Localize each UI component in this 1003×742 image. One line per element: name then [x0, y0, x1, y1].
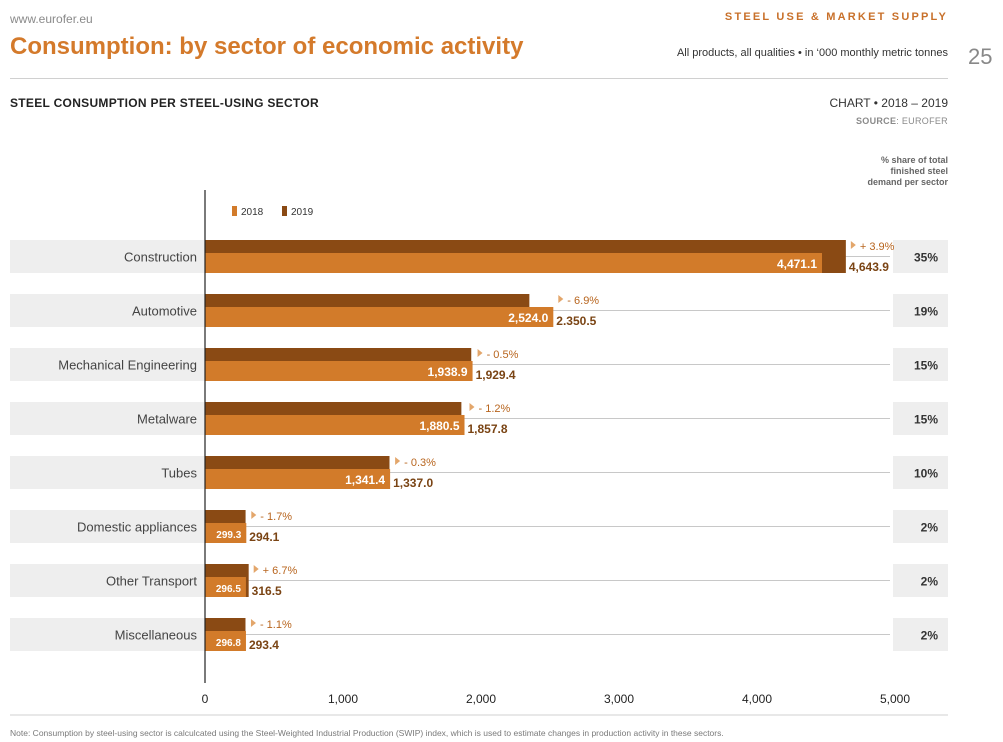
value-label-2019: 1,337.0 — [393, 476, 433, 490]
value-label-2019: 294.1 — [249, 530, 279, 544]
bar-2018 — [205, 307, 554, 327]
change-arrow-icon — [477, 349, 483, 357]
value-label-2018: 1,938.9 — [428, 365, 468, 379]
category-band — [10, 510, 205, 543]
site-url: www.eurofer.eu — [10, 12, 93, 26]
share-value: 19% — [914, 305, 938, 319]
change-label: - 6.9% — [567, 295, 599, 307]
category-label: Miscellaneous — [115, 628, 198, 643]
chart-source: SOURCE: EUROFER — [856, 116, 948, 126]
category-label: Construction — [124, 250, 197, 265]
legend-swatch-2018 — [232, 206, 237, 216]
change-label: + 3.9% — [860, 241, 895, 253]
bar-2018 — [205, 631, 246, 651]
change-arrow-icon — [395, 457, 401, 465]
bar-2018 — [205, 523, 247, 543]
category-label: Metalware — [137, 412, 197, 427]
x-tick-label: 4,000 — [742, 692, 772, 706]
category-label: Tubes — [161, 466, 197, 481]
share-value: 35% — [914, 251, 938, 265]
category-band — [10, 456, 205, 489]
category-label: Mechanical Engineering — [58, 358, 197, 373]
change-arrow-icon — [251, 511, 257, 519]
share-band — [893, 294, 948, 327]
change-arrow-icon — [469, 403, 475, 411]
value-label-2018: 296.8 — [216, 638, 241, 649]
share-value: 10% — [914, 467, 938, 481]
value-label-2018: 1,341.4 — [345, 473, 385, 487]
x-tick-label: 3,000 — [604, 692, 634, 706]
source-label: SOURCE — [855, 116, 897, 126]
share-band — [893, 240, 948, 273]
share-value: 2% — [921, 629, 939, 643]
footnote: Note: Consumption by steel-using sector … — [10, 728, 724, 738]
share-column-header: % share of total finished steel demand p… — [867, 155, 948, 187]
value-label-2019: 1,929.4 — [476, 368, 516, 382]
change-arrow-icon — [250, 619, 256, 627]
category-band — [10, 618, 205, 651]
legend-label-2018: 2018 — [241, 207, 264, 218]
change-arrow-icon — [558, 295, 564, 303]
x-tick-label: 1,000 — [328, 692, 358, 706]
section-label: STEEL USE & MARKET SUPPLY — [724, 11, 948, 23]
change-label: - 0.5% — [487, 349, 519, 361]
share-value: 2% — [921, 521, 939, 535]
change-arrow-icon — [253, 565, 259, 573]
page-title: Consumption: by sector of economic activ… — [10, 33, 524, 60]
chart-range: CHART • 2018 – 2019 — [829, 96, 949, 110]
category-label: Other Transport — [106, 574, 197, 589]
category-band — [10, 240, 205, 273]
source-value: : EUROFER — [896, 116, 948, 126]
share-band — [893, 564, 948, 597]
bar-2018 — [205, 469, 391, 489]
share-value: 2% — [921, 575, 939, 589]
category-band — [10, 294, 205, 327]
page-subtitle: All products, all qualities • in ‘000 mo… — [676, 47, 948, 59]
share-band — [893, 510, 948, 543]
bar-2018 — [205, 415, 465, 435]
value-label-2018: 4,471.1 — [777, 257, 817, 271]
x-tick-label: 5,000 — [880, 692, 910, 706]
category-band — [10, 402, 205, 435]
x-tick-label: 2,000 — [466, 692, 496, 706]
value-label-2018: 2,524.0 — [508, 311, 548, 325]
category-label: Automotive — [132, 304, 197, 319]
change-label: - 0.3% — [404, 457, 436, 469]
chart-title: STEEL CONSUMPTION PER STEEL-USING SECTOR — [10, 96, 319, 110]
value-label-2019: 2.350.5 — [556, 314, 596, 328]
share-band — [893, 402, 948, 435]
share-band — [893, 618, 948, 651]
change-label: + 6.7% — [263, 565, 298, 577]
share-band — [893, 456, 948, 489]
legend-swatch-2019 — [282, 206, 287, 216]
category-band — [10, 348, 205, 381]
share-value: 15% — [914, 413, 938, 427]
page-number: 25 — [968, 44, 993, 69]
value-label-2019: 1,857.8 — [468, 422, 508, 436]
category-label: Domestic appliances — [77, 520, 197, 535]
share-band — [893, 348, 948, 381]
change-label: - 1.1% — [260, 619, 292, 631]
bar-2018 — [205, 577, 246, 597]
bar-2018 — [205, 361, 473, 381]
change-label: - 1.2% — [479, 403, 511, 415]
legend-label-2019: 2019 — [291, 207, 314, 218]
value-label-2018: 1,880.5 — [419, 419, 459, 433]
change-arrow-icon — [850, 241, 856, 249]
value-label-2019: 316.5 — [252, 584, 282, 598]
value-label-2018: 296.5 — [216, 584, 241, 595]
change-label: - 1.7% — [260, 511, 292, 523]
header-divider — [10, 78, 948, 79]
x-tick-label: 0 — [202, 692, 209, 706]
category-band — [10, 564, 205, 597]
value-label-2019: 4,643.9 — [849, 260, 889, 274]
bar-2018 — [205, 253, 823, 273]
value-label-2018: 299.3 — [216, 530, 241, 541]
share-value: 15% — [914, 359, 938, 373]
value-label-2019: 293.4 — [249, 638, 279, 652]
